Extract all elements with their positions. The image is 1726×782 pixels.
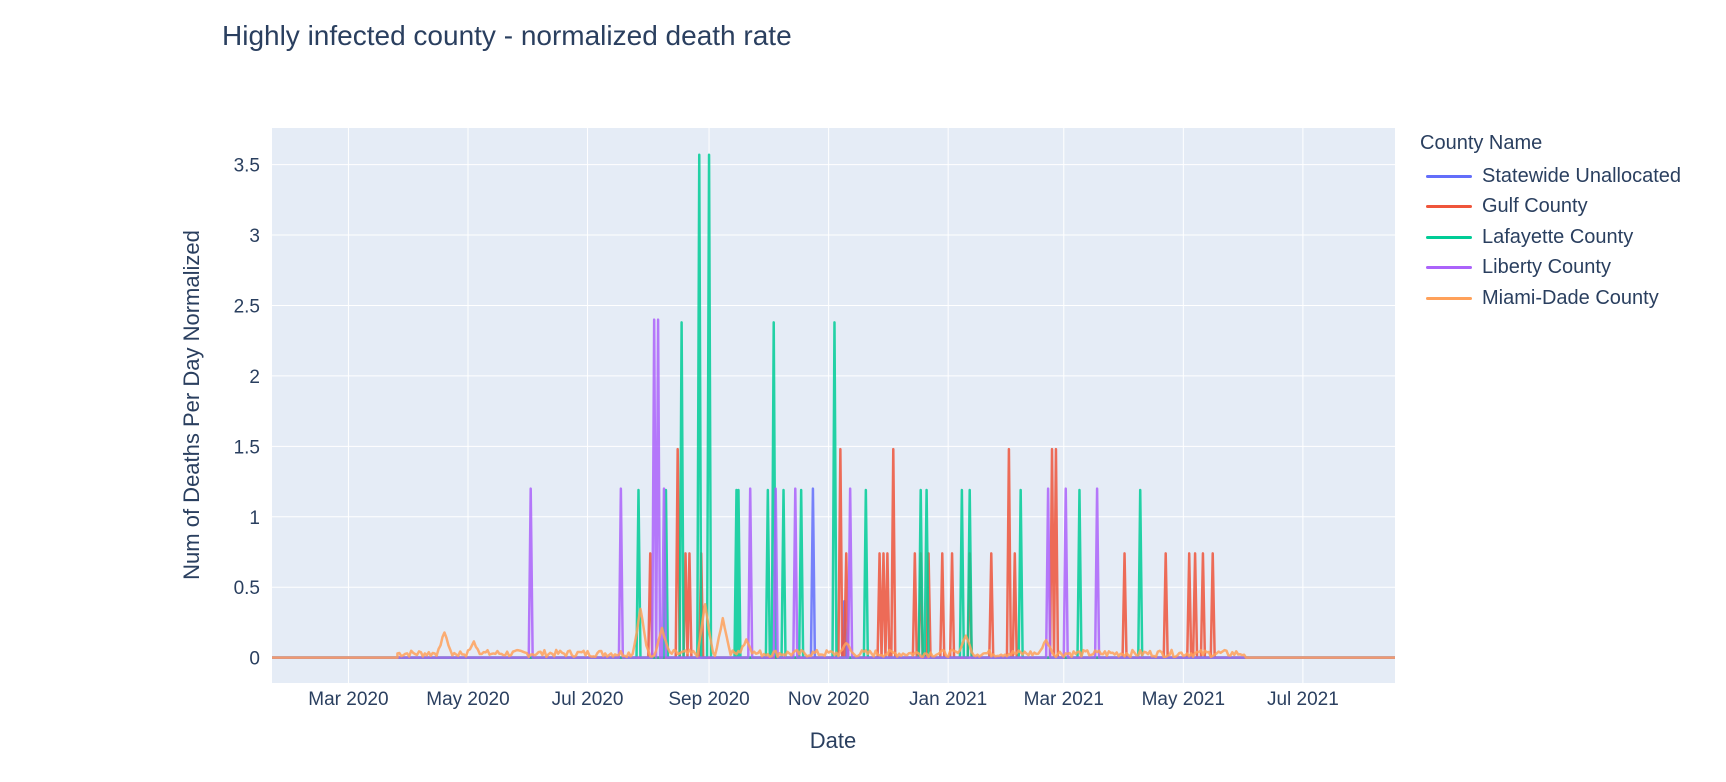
x-tick-label: Sep 2020 <box>668 689 749 710</box>
x-tick-label: Mar 2021 <box>1024 689 1104 710</box>
x-axis-label: Date <box>810 728 856 753</box>
y-tick-label: 1.5 <box>234 437 260 458</box>
legend-title: County Name <box>1420 132 1543 154</box>
legend-item-gulf-county[interactable]: Gulf County <box>1420 192 1681 223</box>
x-tick-label: May 2020 <box>426 689 509 710</box>
legend-swatch <box>1426 174 1472 178</box>
x-tick-label: Nov 2020 <box>788 689 869 710</box>
y-tick-label: 3.5 <box>234 156 260 177</box>
series-line-miami-dade-county <box>272 603 1395 659</box>
tick-labels: 0 0.5 1 1.5 2 2.5 3 3.5 Mar 2020 May 2020 Jul 2020… <box>234 156 1339 710</box>
y-tick-label: 2.5 <box>234 296 260 317</box>
y-tick-label: 2 <box>249 367 260 388</box>
legend-swatch <box>1426 296 1472 300</box>
legend-label: Liberty County <box>1482 256 1611 279</box>
legend-label: Lafayette County <box>1482 225 1634 248</box>
legend: County Name Statewide Unallocated Gulf Co… <box>1420 132 1681 314</box>
x-tick-label: Mar 2020 <box>308 689 388 710</box>
legend-label: Statewide Unallocated <box>1482 164 1682 187</box>
y-axis-label: Num of Deaths Per Day Normalized <box>179 230 204 580</box>
legend-items: Statewide Unallocated Gulf County Lafayett… <box>1420 161 1681 314</box>
y-tick-label: 0 <box>249 649 260 670</box>
legend-swatch <box>1426 266 1472 270</box>
x-tick-label: May 2021 <box>1142 689 1225 710</box>
legend-label: Gulf County <box>1482 195 1588 218</box>
legend-swatch <box>1426 235 1472 239</box>
legend-swatch <box>1426 205 1472 209</box>
x-tick-label: Jul 2020 <box>552 689 624 710</box>
y-tick-label: 1 <box>249 508 260 529</box>
y-tick-label: 0.5 <box>234 578 260 599</box>
chart-title: Highly infected county - normalized deat… <box>222 20 792 51</box>
series-layer <box>272 153 1395 659</box>
legend-item-lafayette-county[interactable]: Lafayette County <box>1420 222 1681 253</box>
legend-label: Miami-Dade County <box>1482 286 1659 309</box>
x-tick-label: Jul 2021 <box>1267 689 1339 710</box>
y-tick-label: 3 <box>249 226 260 247</box>
legend-item-miami-dade-county[interactable]: Miami-Dade County <box>1420 283 1681 314</box>
legend-item-liberty-county[interactable]: Liberty County <box>1420 253 1681 284</box>
legend-item-statewide-unallocated[interactable]: Statewide Unallocated <box>1420 161 1681 192</box>
x-tick-label: Jan 2021 <box>909 689 987 710</box>
